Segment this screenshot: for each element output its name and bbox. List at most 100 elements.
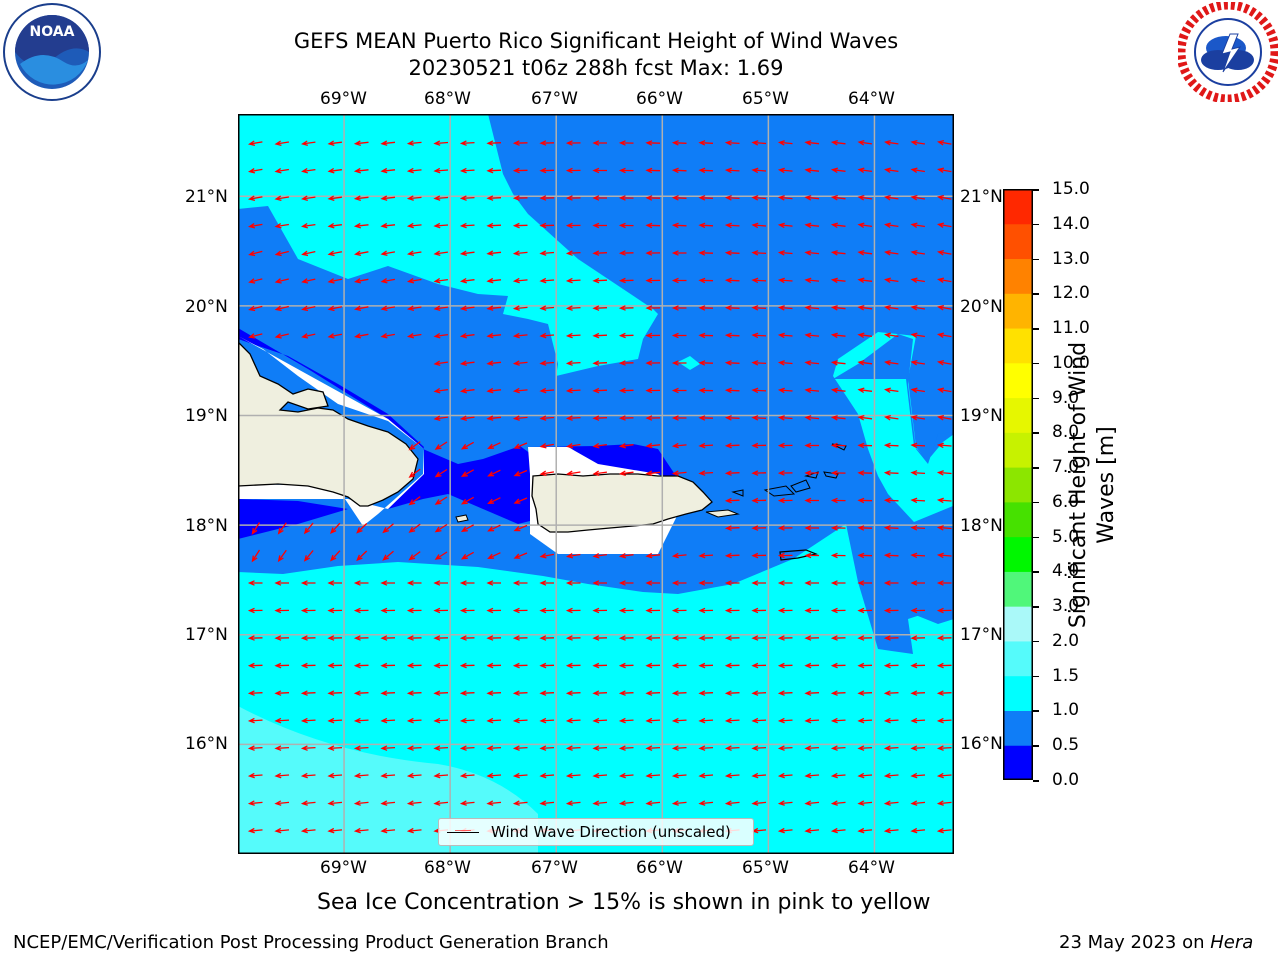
wave-direction-arrow [380,662,396,669]
wave-direction-arrow [910,414,926,421]
wave-direction-arrow [804,607,820,614]
wave-direction-arrow [300,580,316,586]
wave-direction-arrow [618,442,634,449]
wave-direction-arrow [883,607,899,614]
wave-direction-arrow [804,442,819,449]
wave-direction-arrow [618,470,634,477]
wave-direction-arrow [937,139,952,146]
wave-direction-arrow [698,140,714,146]
wave-direction-arrow [645,552,661,559]
wave-direction-arrow [857,580,872,586]
wave-direction-arrow [433,140,449,146]
wave-direction-arrow [354,305,369,312]
wave-direction-arrow [247,635,263,641]
map-legend: Wind Wave Direction (unscaled) [438,818,754,846]
wave-direction-arrow [804,717,820,724]
wave-direction-arrow [406,167,422,174]
wave-direction-arrow [592,140,607,146]
wave-direction-arrow [408,551,421,561]
wave-direction-arrow [382,550,394,561]
wave-direction-arrow [830,139,846,146]
wave-direction-arrow [618,635,634,641]
wave-direction-arrow [618,690,634,696]
wave-direction-arrow [247,800,263,806]
wave-direction-arrow [592,195,607,201]
wave-direction-arrow [618,580,634,586]
wave-direction-arrow [592,250,608,256]
wave-direction-arrow [300,690,316,696]
wave-direction-arrow [724,607,740,614]
wave-direction-arrow [804,470,819,476]
wave-direction-arrow [487,524,501,532]
wave-direction-arrow [724,360,740,366]
footer-host: Hera [1210,932,1254,953]
wave-direction-arrow [433,360,448,367]
wave-direction-arrow [512,745,528,751]
wave-direction-arrow [671,140,687,146]
wave-direction-arrow [433,195,449,201]
wave-direction-arrow [486,387,502,394]
wave-direction-arrow [565,580,581,586]
wave-direction-arrow [830,332,846,339]
wave-direction-arrow [327,717,343,724]
wave-direction-arrow [724,635,740,641]
wave-direction-arrow [274,662,290,669]
colorbar-tick-label: 1.0 [1052,700,1080,721]
sea-ice-note: Sea Ice Concentration > 15% is shown in … [317,890,931,915]
wave-direction-arrow [751,800,767,806]
wave-direction-arrow [857,387,873,394]
wave-direction-arrow [353,167,369,174]
wave-direction-arrow [724,800,740,806]
colorbar-band [1003,293,1033,329]
colorbar-tick-label: 6.0 [1052,491,1080,512]
wave-direction-arrow [274,690,290,696]
wave-direction-arrow [751,497,767,504]
wave-direction-arrow [460,496,475,505]
lon-label-bottom-69: 69°W [320,858,367,878]
colorbar-tick-mark [1033,606,1039,608]
wave-direction-arrow [936,277,952,283]
wave-direction-arrow [857,497,873,504]
wave-direction-arrow [671,250,687,256]
wave-direction-arrow [857,690,873,696]
wave-direction-arrow [539,277,555,284]
wave-direction-arrow [671,332,687,339]
wave-direction-arrow [910,635,926,641]
wave-direction-arrow [434,468,448,478]
wave-direction-arrow [380,222,396,229]
wave-direction-arrow [565,745,581,751]
wave-direction-arrow [354,250,369,257]
wave-direction-arrow [751,387,767,394]
wave-direction-arrow [565,167,581,174]
wave-direction-arrow [884,222,899,229]
wave-direction-arrow [804,305,820,311]
wave-direction-arrow [857,552,873,559]
wave-direction-arrow [883,497,899,504]
wave-direction-arrow [406,278,422,284]
wave-direction-arrow [459,360,475,367]
colorbar-tick-label: 13.0 [1052,248,1090,269]
wave-direction-arrow [327,195,342,202]
wave-direction-arrow [830,525,846,531]
wave-direction-arrow [618,415,634,421]
wave-direction-arrow [618,662,634,669]
wave-direction-arrow [671,195,687,201]
wave-direction-arrow [937,167,952,173]
wave-direction-arrow [459,305,475,312]
wave-direction-arrow [618,360,634,366]
wave-direction-arrow [883,717,899,724]
wave-direction-arrow [618,552,634,559]
wave-direction-arrow [698,442,714,449]
wave-direction-arrow [645,222,661,229]
wave-direction-arrow [433,745,449,751]
wave-direction-arrow [434,523,448,533]
wave-direction-arrow [380,717,396,724]
wave-direction-arrow [910,607,926,614]
land-hispaniola [238,341,419,507]
wave-direction-arrow [777,497,793,504]
wave-direction-arrow [671,580,687,586]
wave-direction-arrow [698,772,714,779]
wave-direction-arrow [857,635,873,641]
wave-direction-arrow [698,690,714,696]
wave-direction-arrow [327,772,343,779]
